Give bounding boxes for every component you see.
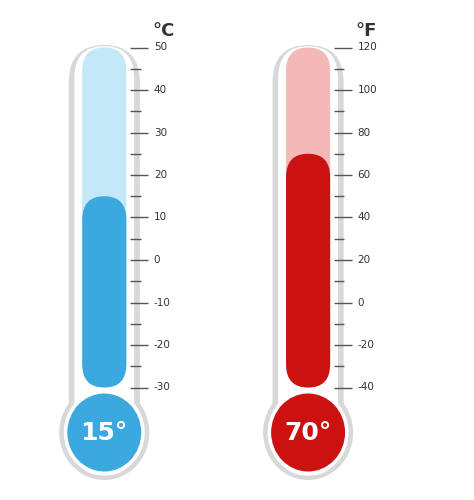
Text: 50: 50 [154, 42, 167, 52]
FancyBboxPatch shape [286, 48, 330, 388]
Text: 120: 120 [358, 42, 377, 52]
Text: 0: 0 [154, 255, 160, 265]
FancyBboxPatch shape [273, 45, 344, 478]
Text: °F: °F [356, 22, 377, 40]
Text: 100: 100 [358, 85, 377, 95]
Text: 0: 0 [358, 298, 364, 308]
Text: 80: 80 [358, 128, 371, 138]
Text: -40: -40 [358, 382, 374, 392]
Text: °C: °C [152, 22, 174, 40]
Text: 40: 40 [358, 212, 371, 222]
Circle shape [263, 385, 353, 480]
Text: -20: -20 [154, 340, 171, 350]
Text: 40: 40 [154, 85, 167, 95]
Text: 10: 10 [154, 212, 167, 222]
Circle shape [67, 394, 141, 471]
Text: 30: 30 [154, 128, 167, 138]
Text: 20: 20 [358, 255, 371, 265]
Circle shape [268, 390, 348, 475]
FancyBboxPatch shape [278, 46, 338, 476]
Text: 60: 60 [358, 170, 371, 180]
Text: 15°: 15° [81, 420, 128, 444]
Text: -20: -20 [358, 340, 374, 350]
Text: -10: -10 [154, 298, 171, 308]
FancyBboxPatch shape [82, 48, 126, 388]
FancyBboxPatch shape [74, 46, 134, 476]
Text: 70°: 70° [284, 420, 332, 444]
Circle shape [271, 394, 345, 471]
FancyBboxPatch shape [286, 154, 330, 388]
Text: 20: 20 [154, 170, 167, 180]
Circle shape [59, 385, 149, 480]
Circle shape [64, 390, 145, 475]
FancyBboxPatch shape [69, 45, 140, 478]
Text: -30: -30 [154, 382, 171, 392]
FancyBboxPatch shape [82, 196, 126, 388]
